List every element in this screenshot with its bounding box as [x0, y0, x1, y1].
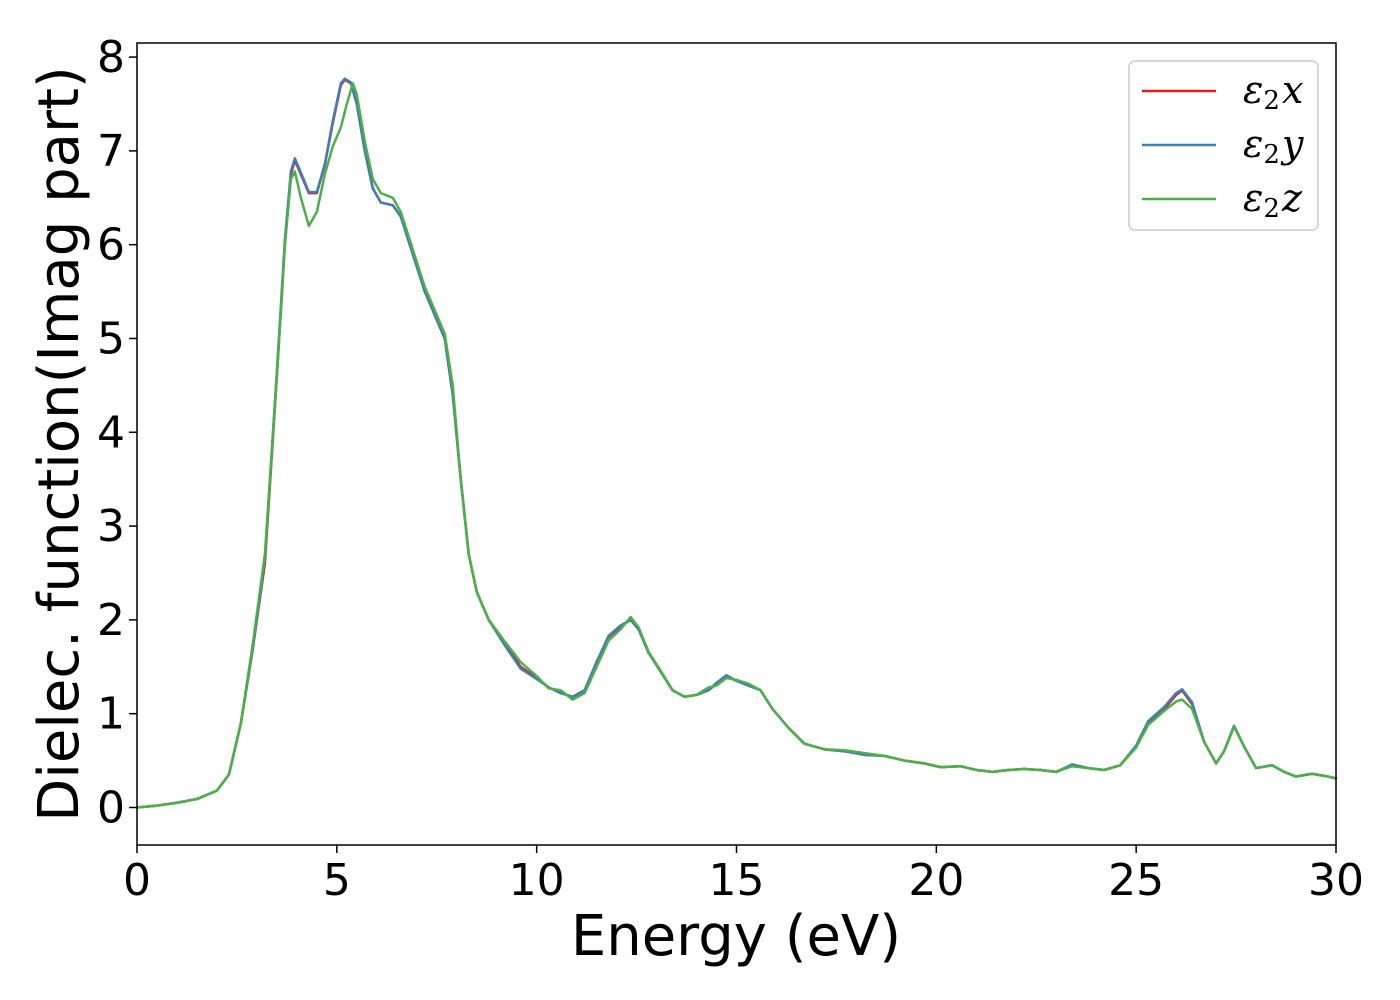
legend-label-z: ε2z [1243, 176, 1303, 224]
series-layer [135, 77, 1338, 809]
x-axis-label: Energy (eV) [571, 904, 901, 969]
y-tick-label: 5 [97, 313, 125, 364]
y-tick-label: 8 [97, 32, 125, 83]
x-tick-label: 10 [509, 855, 565, 906]
y-tick-label: 6 [97, 220, 125, 271]
x-tick-label: 15 [709, 855, 765, 906]
x-tick-label: 30 [1308, 855, 1364, 906]
series-line-z [135, 82, 1338, 809]
y-tick-label: 2 [97, 595, 125, 646]
x-tick-label: 20 [908, 855, 964, 906]
y-tick-label: 3 [97, 501, 125, 552]
x-tick-label: 5 [323, 855, 351, 906]
y-axis-ticks: 0 1 2 3 4 5 6 7 8 [97, 32, 137, 833]
legend-box [1128, 60, 1319, 231]
x-tick-label: 25 [1108, 855, 1164, 906]
y-tick-label: 4 [97, 407, 125, 458]
y-tick-label: 7 [97, 126, 125, 177]
x-tick-label: 0 [123, 855, 151, 906]
y-tick-label: 0 [97, 782, 125, 833]
y-axis-label: Dielec. function(Imag part) [27, 66, 92, 822]
legend: ε2x ε2y ε2z [1128, 60, 1319, 231]
y-tick-label: 1 [97, 689, 125, 740]
x-axis-ticks: 0 5 10 15 20 25 30 [123, 845, 1364, 906]
legend-label-x: ε2x [1243, 68, 1303, 116]
legend-label-y: ε2y [1243, 122, 1304, 170]
